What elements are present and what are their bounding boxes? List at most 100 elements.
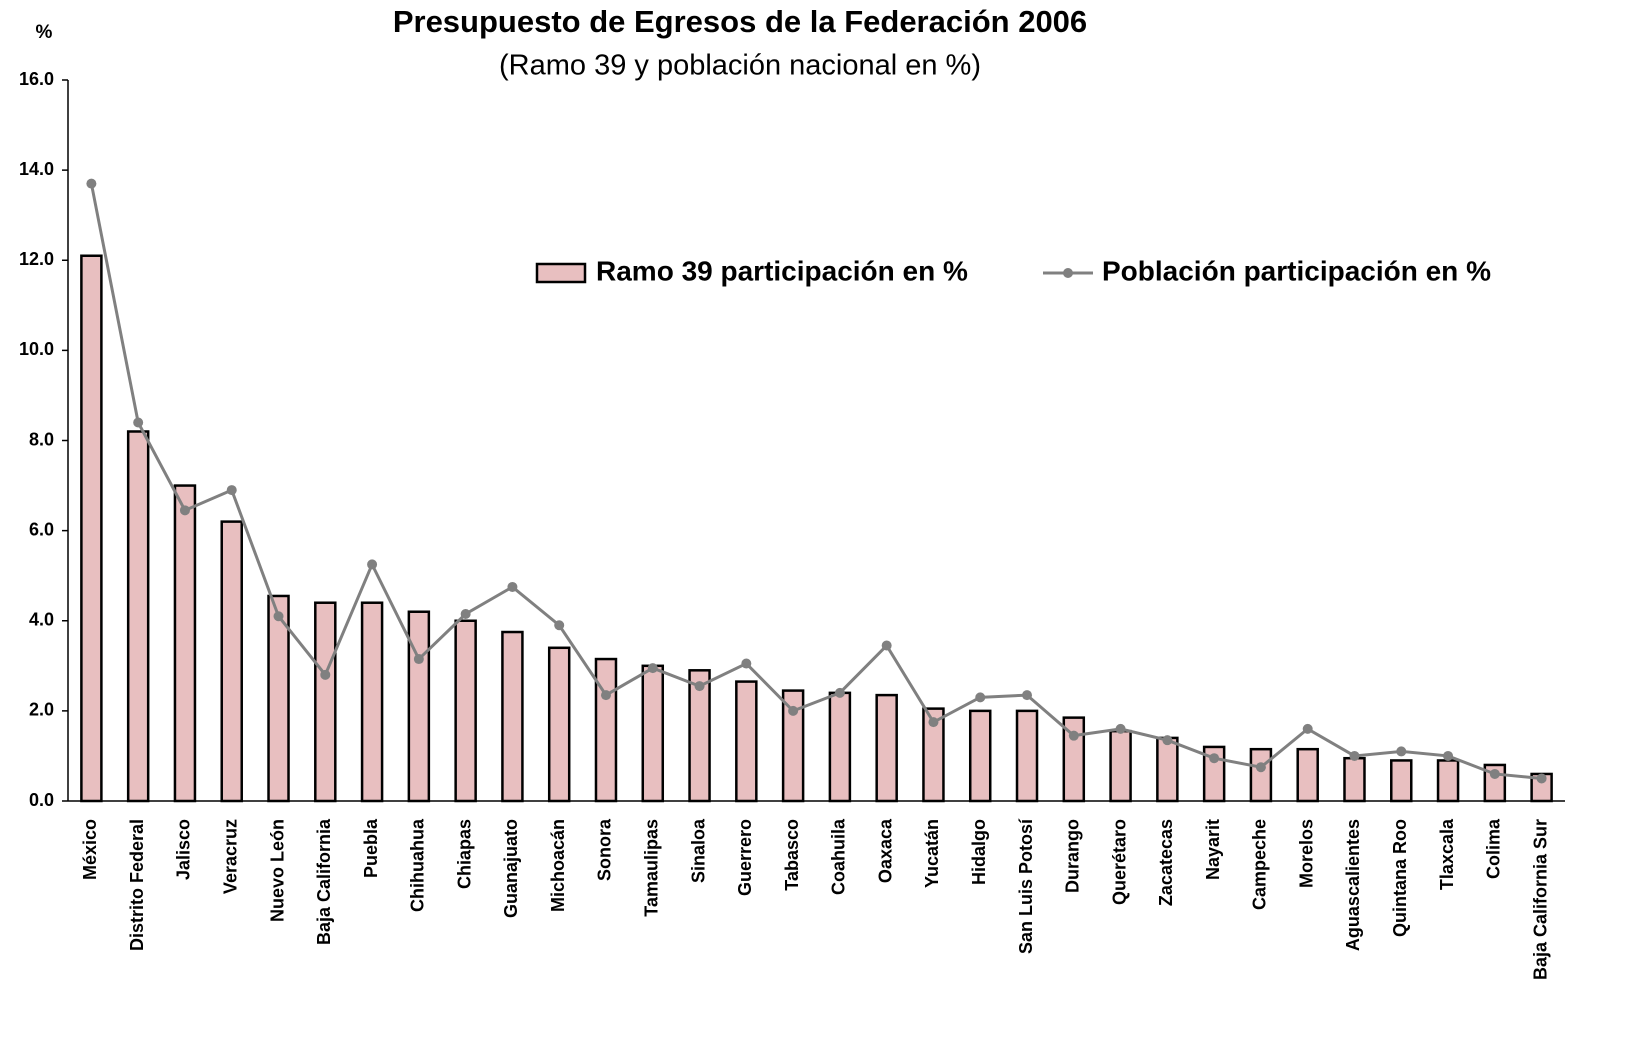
x-tick-label: Hidalgo <box>969 819 989 885</box>
x-tick-label: Nuevo León <box>267 819 287 922</box>
y-tick-label: 8.0 <box>29 429 54 449</box>
line-marker <box>834 687 845 698</box>
bar <box>968 709 992 803</box>
x-tick-label: Querétaro <box>1109 819 1129 905</box>
bar <box>173 484 197 803</box>
legend-swatch <box>535 262 587 284</box>
line-marker <box>413 654 424 665</box>
line-marker <box>1068 730 1079 741</box>
bar <box>594 657 618 803</box>
line-marker <box>1349 750 1360 761</box>
y-tick-label: 6.0 <box>29 519 54 539</box>
bar <box>407 610 431 803</box>
x-tick-label: México <box>80 819 100 880</box>
x-tick-label: San Luis Potosí <box>1016 818 1036 954</box>
y-axis-label: % <box>36 22 53 43</box>
bar <box>80 254 103 803</box>
x-tick-label: Puebla <box>361 818 381 878</box>
line-marker <box>133 417 144 428</box>
bar <box>735 680 758 803</box>
bar <box>1436 759 1460 803</box>
line-marker <box>975 692 986 703</box>
legend-label: Población participación en % <box>1102 255 1491 286</box>
x-tick-label: Aguascalientes <box>1343 819 1363 951</box>
y-tick-label: 10.0 <box>19 339 54 359</box>
bar <box>126 430 150 803</box>
line-marker <box>600 690 611 701</box>
line-marker <box>460 608 471 619</box>
line-marker <box>1302 723 1313 734</box>
line-marker <box>694 681 705 692</box>
line-marker <box>647 663 658 674</box>
legend: Ramo 39 participación en % Población part… <box>535 255 1491 286</box>
line-marker <box>1443 750 1454 761</box>
bar <box>1343 756 1366 803</box>
x-tick-label: Veracruz <box>220 819 240 894</box>
bar <box>1249 747 1273 803</box>
bar <box>314 601 337 803</box>
bar <box>781 689 805 803</box>
x-tick-label: Yucatán <box>922 819 942 888</box>
line-marker <box>1209 753 1220 764</box>
line <box>89 183 1542 780</box>
x-tick-label: Chihuahua <box>408 818 428 912</box>
line-marker <box>788 705 799 716</box>
bar <box>828 691 852 803</box>
x-tick-label: Zacatecas <box>1156 819 1176 906</box>
line-marker <box>1536 773 1547 784</box>
x-tick-label: Chiapas <box>454 819 474 889</box>
line-marker <box>367 559 378 570</box>
line-marker <box>1022 690 1033 701</box>
bar <box>1062 716 1086 803</box>
y-tick-label: 16.0 <box>19 69 54 89</box>
y-tick-label: 14.0 <box>19 159 54 179</box>
line-marker <box>1115 723 1126 734</box>
bar <box>267 594 290 803</box>
x-tick-label: Sonora <box>595 818 615 881</box>
x-tick-label: Nayarit <box>1203 819 1223 880</box>
line-marker <box>320 669 331 680</box>
y-tick-label: 0.0 <box>29 790 54 810</box>
bar <box>1156 736 1179 803</box>
line-marker <box>1489 768 1500 779</box>
bar <box>220 520 243 803</box>
chart-title: Presupuesto de Egresos de la Federación … <box>393 4 1087 39</box>
bar <box>1015 709 1039 803</box>
bar <box>1109 729 1132 803</box>
line-marker <box>86 178 97 189</box>
x-tick-label: Tabasco <box>782 819 802 891</box>
line-marker <box>1162 735 1173 746</box>
line-marker <box>1255 762 1266 773</box>
line-marker <box>554 620 565 631</box>
bar <box>1296 747 1319 803</box>
bar <box>688 669 711 803</box>
x-tick-label: Morelos <box>1296 819 1316 888</box>
line-marker <box>1396 746 1407 757</box>
x-tick-label: Campeche <box>1250 819 1270 910</box>
line-marker <box>928 717 939 728</box>
legend-label: Ramo 39 participación en % <box>596 255 968 286</box>
bar <box>875 693 898 803</box>
x-tick-label: Jalisco <box>174 819 194 880</box>
line-marker <box>507 581 518 592</box>
x-tick-label: Guerrero <box>735 819 755 896</box>
x-tick-label: Tamaulipas <box>642 819 662 917</box>
x-tick-label: Quintana Roo <box>1390 819 1410 937</box>
y-tick-label: 4.0 <box>29 610 54 630</box>
x-tick-label: Tlaxcala <box>1437 818 1457 890</box>
line-marker <box>179 505 190 516</box>
bar <box>454 619 477 803</box>
x-tick-label: Michoacán <box>548 819 568 912</box>
x-tick-label: Coahuila <box>829 818 849 895</box>
x-tick-label: Guanajuato <box>501 819 521 918</box>
bar <box>547 646 571 803</box>
bar <box>1390 759 1413 803</box>
x-tick-label: Baja California Sur <box>1530 819 1550 980</box>
chart-subtitle: (Ramo 39 y población nacional en %) <box>499 50 981 82</box>
bar <box>360 601 384 803</box>
bar <box>501 630 524 803</box>
x-tick-label: Durango <box>1063 819 1083 893</box>
line-marker <box>741 658 752 669</box>
x-tick-label: Colima <box>1484 818 1504 879</box>
